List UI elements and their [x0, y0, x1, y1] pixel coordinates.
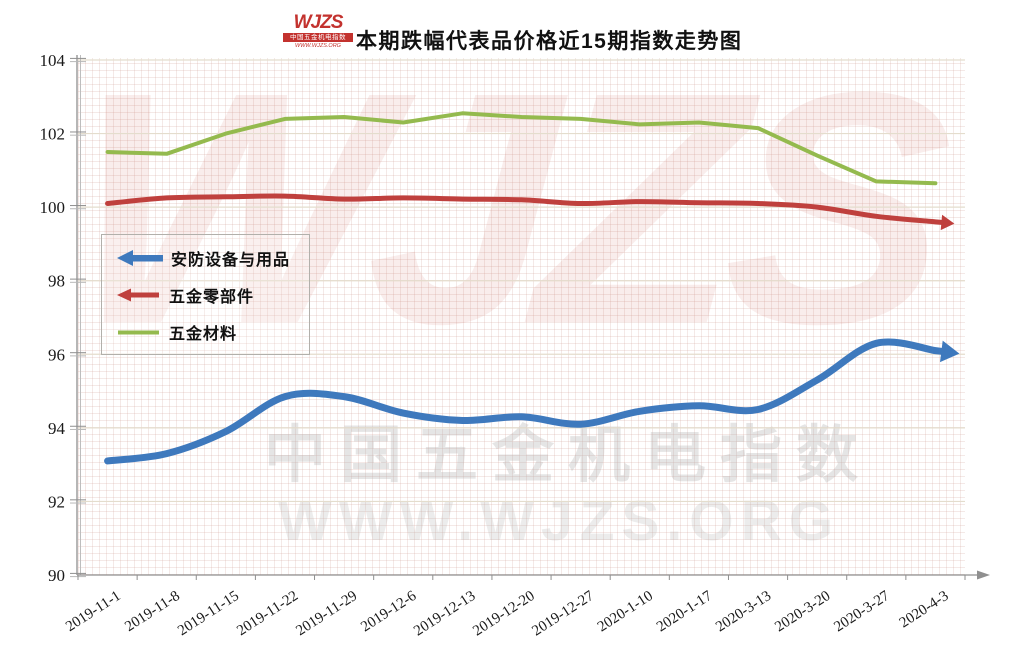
left-arrow-marker-icon: [117, 249, 163, 266]
svg-text:2019-12-13: 2019-12-13: [411, 588, 478, 640]
svg-text:2019-12-27: 2019-12-27: [529, 588, 597, 640]
svg-text:2019-12-20: 2019-12-20: [470, 588, 537, 640]
left-arrow-marker-icon: [117, 288, 159, 301]
svg-text:2020-3-20: 2020-3-20: [772, 588, 833, 635]
svg-text:2020-1-10: 2020-1-10: [595, 588, 656, 635]
svg-text:102: 102: [40, 125, 66, 144]
svg-text:2019-11-8: 2019-11-8: [122, 588, 183, 635]
svg-text:2019-11-1: 2019-11-1: [63, 588, 124, 635]
svg-text:100: 100: [40, 198, 66, 217]
legend-label: 五金材料: [169, 325, 238, 343]
chart-title: 本期跌幅代表品价格近15期指数走势图: [356, 30, 743, 53]
legend-item-security-equipment: 安防设备与用品: [116, 239, 309, 276]
svg-text:2020-1-17: 2020-1-17: [654, 588, 716, 636]
wjzs-logo: WJZS 中国五金机电指数 WWW.WJZS.ORG: [283, 13, 353, 50]
svg-text:2020-4-3: 2020-4-3: [897, 588, 952, 631]
svg-text:2019-11-29: 2019-11-29: [293, 588, 360, 639]
svg-text:104: 104: [40, 51, 66, 70]
svg-text:2020-3-27: 2020-3-27: [831, 588, 893, 636]
svg-text:2019-11-22: 2019-11-22: [234, 588, 301, 639]
legend-item-hardware-materials: 五金材料: [116, 313, 309, 350]
logo-url-text: WWW.WJZS.ORG: [295, 43, 341, 49]
svg-text:92: 92: [48, 492, 65, 511]
svg-text:2019-12-6: 2019-12-6: [358, 588, 420, 636]
legend-label: 安防设备与用品: [171, 251, 291, 269]
svg-text:94: 94: [48, 419, 66, 438]
watermark-chinese-text: 中国五金机电指数: [264, 421, 873, 490]
svg-text:90: 90: [48, 566, 65, 585]
svg-text:98: 98: [48, 272, 65, 291]
watermark-url-text: WWW.WJZS.ORG: [278, 489, 841, 553]
line-marker-icon: [118, 330, 159, 334]
legend-label: 五金零部件: [169, 288, 255, 306]
legend-item-hardware-parts: 五金零部件: [116, 276, 309, 313]
svg-text:96: 96: [48, 345, 65, 364]
svg-text:2020-3-13: 2020-3-13: [713, 588, 774, 635]
logo-banner-text: 中国五金机电指数: [283, 33, 353, 42]
svg-text:2019-11-15: 2019-11-15: [175, 588, 242, 639]
legend: 安防设备与用品 五金零部件 五金材料: [101, 234, 310, 355]
logo-wordmark: WJZS: [293, 12, 344, 33]
plot-area-grid: [78, 58, 965, 575]
